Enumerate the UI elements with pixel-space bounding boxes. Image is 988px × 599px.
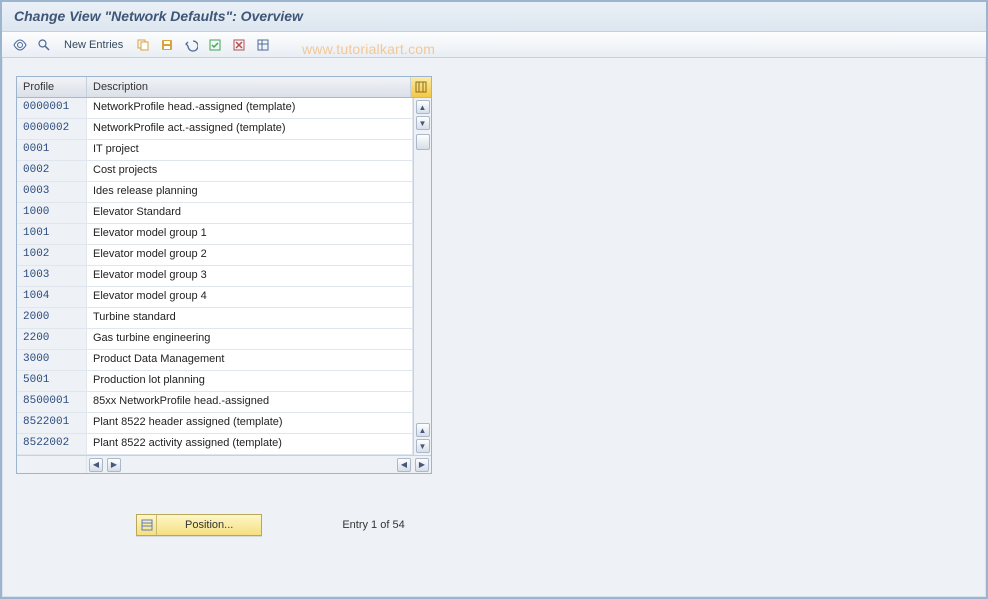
table-row[interactable]: 1001Elevator model group 1: [17, 224, 413, 245]
cell-profile[interactable]: 1001: [17, 224, 87, 244]
cell-description[interactable]: Elevator Standard: [87, 203, 413, 223]
cell-profile[interactable]: 2000: [17, 308, 87, 328]
cell-description[interactable]: Elevator model group 3: [87, 266, 413, 286]
table-row[interactable]: 2000Turbine standard: [17, 308, 413, 329]
cell-description[interactable]: Cost projects: [87, 161, 413, 181]
cell-description[interactable]: Elevator model group 2: [87, 245, 413, 265]
position-icon: [137, 515, 157, 535]
table-row[interactable]: 8522001Plant 8522 header assigned (templ…: [17, 413, 413, 434]
column-header-profile[interactable]: Profile: [17, 77, 87, 97]
cell-profile[interactable]: 8522001: [17, 413, 87, 433]
cell-description[interactable]: Plant 8522 header assigned (template): [87, 413, 413, 433]
cell-profile[interactable]: 5001: [17, 371, 87, 391]
cell-description[interactable]: NetworkProfile head.-assigned (template): [87, 98, 413, 118]
footer-bar: Position... Entry 1 of 54: [16, 514, 972, 536]
cell-profile[interactable]: 0002: [17, 161, 87, 181]
page-title: Change View "Network Defaults": Overview: [14, 8, 303, 24]
select-all-icon[interactable]: [205, 35, 225, 55]
hscroll-right2-icon[interactable]: ▶: [415, 458, 429, 472]
horizontal-scrollbar[interactable]: ◀ ▶ ◀ ▶: [17, 455, 431, 473]
scroll-thumb[interactable]: [416, 134, 430, 150]
scroll-down-bottom-icon[interactable]: ▼: [416, 439, 430, 453]
scroll-up-icon[interactable]: ▲: [416, 100, 430, 114]
entry-count-text: Entry 1 of 54: [342, 519, 404, 531]
table-body: 0000001NetworkProfile head.-assigned (te…: [17, 98, 431, 455]
cell-description[interactable]: Elevator model group 4: [87, 287, 413, 307]
undo-icon[interactable]: [181, 35, 201, 55]
hscroll-right-icon[interactable]: ▶: [107, 458, 121, 472]
position-label: Position...: [157, 519, 261, 531]
cell-description[interactable]: Gas turbine engineering: [87, 329, 413, 349]
cell-profile[interactable]: 1003: [17, 266, 87, 286]
cell-description[interactable]: Elevator model group 1: [87, 224, 413, 244]
scroll-up-bottom-icon[interactable]: ▲: [416, 423, 430, 437]
cell-profile[interactable]: 3000: [17, 350, 87, 370]
table-row[interactable]: 0000002NetworkProfile act.-assigned (tem…: [17, 119, 413, 140]
cell-profile[interactable]: 2200: [17, 329, 87, 349]
scroll-track[interactable]: [416, 132, 430, 421]
cell-description[interactable]: NetworkProfile act.-assigned (template): [87, 119, 413, 139]
cell-profile[interactable]: 0003: [17, 182, 87, 202]
find-icon[interactable]: [34, 35, 54, 55]
table-row[interactable]: 850000185xx NetworkProfile head.-assigne…: [17, 392, 413, 413]
copy-icon[interactable]: [133, 35, 153, 55]
configure-columns-icon[interactable]: [411, 77, 431, 97]
cell-description[interactable]: 85xx NetworkProfile head.-assigned: [87, 392, 413, 412]
hscroll-left-icon[interactable]: ◀: [89, 458, 103, 472]
table-row[interactable]: 5001Production lot planning: [17, 371, 413, 392]
table-row[interactable]: 8522002Plant 8522 activity assigned (tem…: [17, 434, 413, 455]
app-window: Change View "Network Defaults": Overview…: [0, 0, 988, 599]
cell-profile[interactable]: 0000002: [17, 119, 87, 139]
table-header: Profile Description: [17, 77, 431, 98]
table-row[interactable]: 1002Elevator model group 2: [17, 245, 413, 266]
table-row[interactable]: 1003Elevator model group 3: [17, 266, 413, 287]
vertical-scrollbar[interactable]: ▲ ▼ ▲ ▼: [413, 98, 431, 455]
new-entries-button[interactable]: New Entries: [58, 37, 129, 53]
cell-profile[interactable]: 1002: [17, 245, 87, 265]
table-row[interactable]: 1000Elevator Standard: [17, 203, 413, 224]
cell-profile[interactable]: 1004: [17, 287, 87, 307]
content-area: Profile Description 0000001NetworkProfil…: [2, 58, 986, 554]
cell-description[interactable]: Production lot planning: [87, 371, 413, 391]
data-table: Profile Description 0000001NetworkProfil…: [16, 76, 432, 474]
cell-description[interactable]: IT project: [87, 140, 413, 160]
table-row[interactable]: 1004Elevator model group 4: [17, 287, 413, 308]
title-bar: Change View "Network Defaults": Overview: [2, 2, 986, 32]
cell-description[interactable]: Ides release planning: [87, 182, 413, 202]
cell-description[interactable]: Product Data Management: [87, 350, 413, 370]
table-rows: 0000001NetworkProfile head.-assigned (te…: [17, 98, 413, 455]
column-header-description[interactable]: Description: [87, 77, 411, 97]
table-row[interactable]: 0003Ides release planning: [17, 182, 413, 203]
cell-profile[interactable]: 1000: [17, 203, 87, 223]
deselect-all-icon[interactable]: [229, 35, 249, 55]
cell-profile[interactable]: 8522002: [17, 434, 87, 454]
table-row[interactable]: 0002Cost projects: [17, 161, 413, 182]
hscroll-left2-icon[interactable]: ◀: [397, 458, 411, 472]
cell-profile[interactable]: 0000001: [17, 98, 87, 118]
cell-description[interactable]: Plant 8522 activity assigned (template): [87, 434, 413, 454]
table-row[interactable]: 0001IT project: [17, 140, 413, 161]
table-row[interactable]: 0000001NetworkProfile head.-assigned (te…: [17, 98, 413, 119]
cell-description[interactable]: Turbine standard: [87, 308, 413, 328]
table-row[interactable]: 2200Gas turbine engineering: [17, 329, 413, 350]
cell-profile[interactable]: 0001: [17, 140, 87, 160]
toggle-display-icon[interactable]: [10, 35, 30, 55]
table-settings-icon[interactable]: [253, 35, 273, 55]
save-icon[interactable]: [157, 35, 177, 55]
scroll-down-icon[interactable]: ▼: [416, 116, 430, 130]
toolbar: New Entries: [2, 32, 986, 58]
cell-profile[interactable]: 8500001: [17, 392, 87, 412]
position-button[interactable]: Position...: [136, 514, 262, 536]
table-row[interactable]: 3000Product Data Management: [17, 350, 413, 371]
hscroll-spacer: [17, 456, 87, 473]
